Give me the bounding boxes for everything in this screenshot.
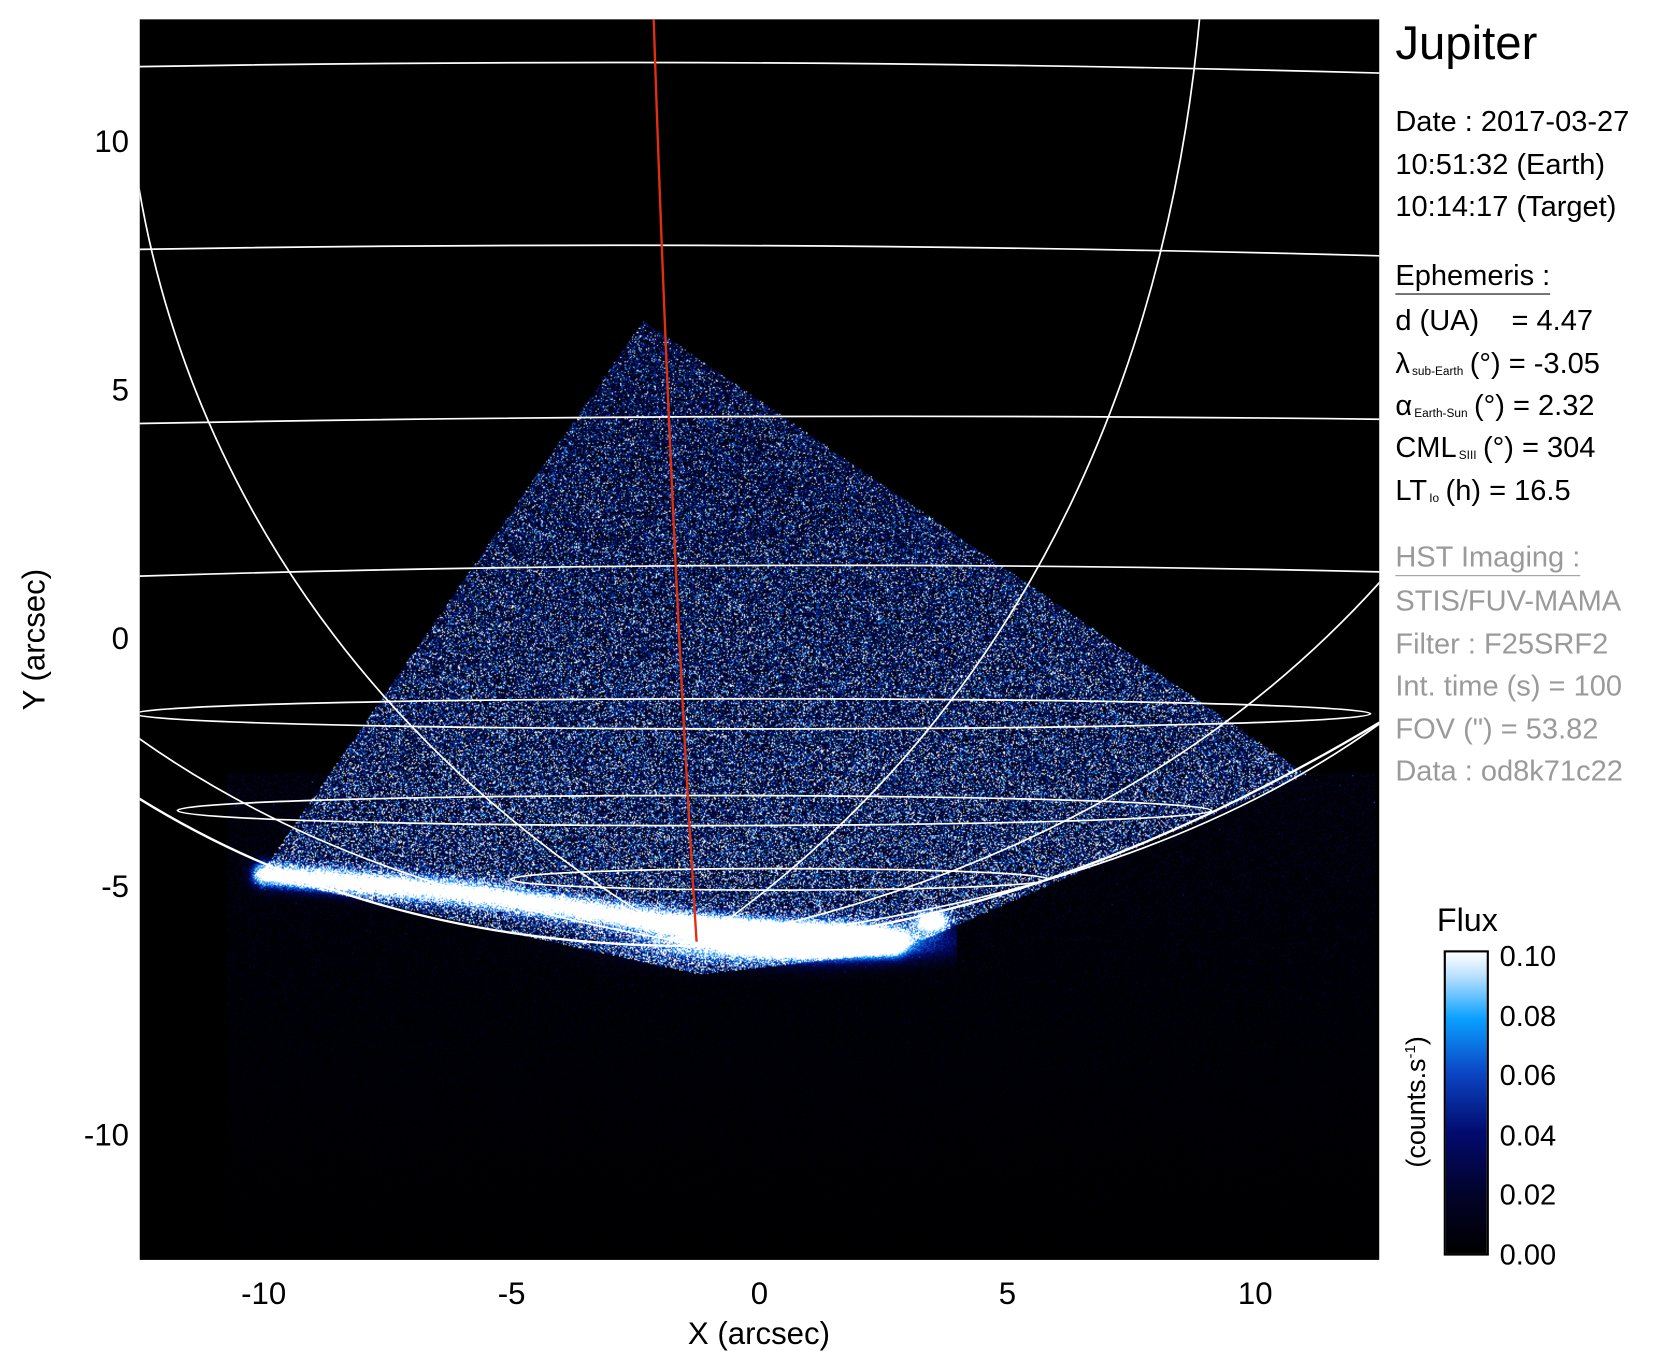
meridian <box>138 180 694 944</box>
meridian <box>693 17 1199 944</box>
ephem-symbol: α <box>1395 389 1412 421</box>
hst-line: Filter : F25SRF2 <box>1395 630 1608 659</box>
ephem-value: (°) = 2.32 <box>1474 389 1595 421</box>
x-tick-label: 5 <box>999 1279 1016 1310</box>
colorbar-tick-label: 0.00 <box>1500 1241 1557 1270</box>
colorbar-title: Flux <box>1437 903 1498 940</box>
ephem-row: d (UA) = 4.47 <box>1395 306 1593 335</box>
ephem-value: (°) = 304 <box>1483 431 1595 463</box>
colorbar-unit-label: (counts.s-1) <box>1401 1036 1433 1167</box>
ephem-subscript: Earth-Sun <box>1414 407 1467 420</box>
io-footprint-line <box>654 17 697 942</box>
x-tick-label: 0 <box>751 1279 768 1310</box>
target-title: Jupiter <box>1395 17 1537 71</box>
ephem-value: (h) = 16.5 <box>1446 474 1571 506</box>
figure: -10 -5 0 5 10 10 5 0 -5 -10 X (arcsec) Y… <box>0 0 1677 1367</box>
y-tick-label: -10 <box>84 1120 129 1151</box>
x-axis-label: X (arcsec) <box>688 1317 830 1352</box>
x-tick-label: -5 <box>498 1279 526 1310</box>
colorbar-tick-label: 0.08 <box>1500 1002 1557 1031</box>
colorbar-tick-label: 0.10 <box>1500 942 1557 971</box>
x-tick-label: -10 <box>241 1279 286 1310</box>
x-tick-label: 10 <box>1238 1279 1273 1310</box>
ephem-row: LT Io (h) = 16.5 <box>1395 476 1570 505</box>
colorbar <box>1444 950 1489 1255</box>
hst-line: STIS/FUV-MAMA <box>1395 587 1621 616</box>
ephem-subscript: sub-Earth <box>1412 366 1463 379</box>
ephem-symbol: LT <box>1395 474 1427 506</box>
y-tick-label: 10 <box>94 128 129 159</box>
ephem-symbol: d (UA) <box>1395 304 1479 336</box>
ephem-row: λ sub-Earth (°) = -3.05 <box>1395 349 1600 378</box>
ephem-symbol: λ <box>1395 347 1410 379</box>
limb <box>138 721 1382 946</box>
colorbar-tick-label: 0.02 <box>1500 1181 1557 1210</box>
ephem-row: CML SIII (°) = 304 <box>1395 433 1595 462</box>
y-tick-label: 5 <box>112 376 129 407</box>
y-tick-label: 0 <box>112 624 129 655</box>
y-tick-label: -5 <box>101 872 129 903</box>
hst-line: Int. time (s) = 100 <box>1395 672 1622 701</box>
unit-text: (counts.s <box>1401 1059 1431 1168</box>
hst-line: FOV (") = 53.82 <box>1395 715 1598 744</box>
hst-line: Data : od8k71c22 <box>1395 757 1623 786</box>
colorbar-tick-label: 0.06 <box>1500 1062 1557 1091</box>
hst-header: HST Imaging : <box>1395 543 1580 576</box>
ephem-symbol: CML <box>1395 431 1456 463</box>
ephem-subscript: SIII <box>1459 449 1477 462</box>
latitude-ring <box>177 796 1211 826</box>
latitude-line <box>138 245 1382 256</box>
date-text: Date : 2017-03-27 <box>1395 108 1629 137</box>
ephem-value: (°) = -3.05 <box>1470 347 1600 379</box>
latitude-line <box>138 565 1382 576</box>
colorbar-tick-label: 0.04 <box>1500 1122 1557 1151</box>
unit-close: ) <box>1401 1036 1431 1045</box>
latitude-ring <box>134 699 1370 729</box>
target-time-text: 10:14:17 (Target) <box>1395 192 1616 221</box>
ephem-subscript: Io <box>1429 492 1439 505</box>
ephem-row: α Earth-Sun (°) = 2.32 <box>1395 391 1594 420</box>
y-axis-label: Y (arcsec) <box>18 569 53 710</box>
ephemeris-header: Ephemeris : <box>1395 261 1550 294</box>
unit-exponent: -1 <box>1401 1045 1418 1058</box>
ephem-value: = 4.47 <box>1479 304 1593 336</box>
meridian <box>693 722 1381 943</box>
latitude-line <box>138 416 1382 423</box>
earth-time-text: 10:51:32 (Earth) <box>1395 151 1605 180</box>
